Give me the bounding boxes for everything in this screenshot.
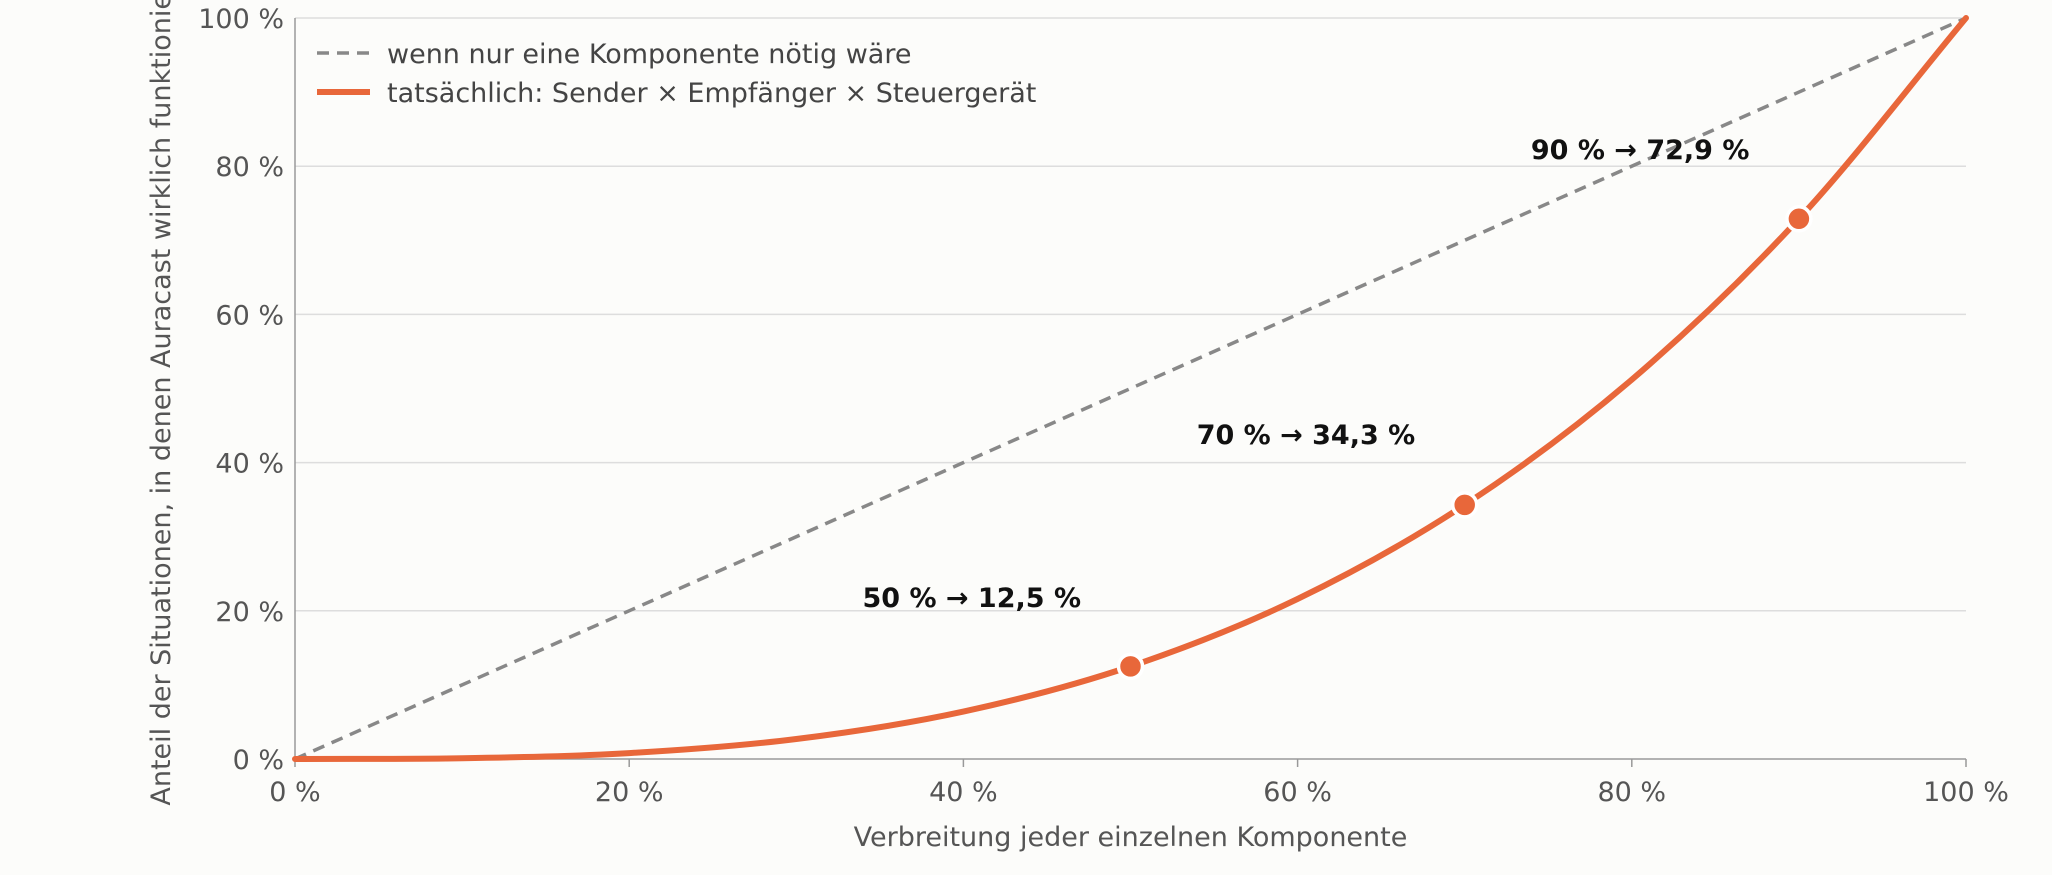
series-line-actual (292, 15, 1969, 762)
x-tick-labels: 0 % 20 % 40 % 60 % 80 % 100 % (269, 759, 2009, 808)
y-tick-label: 80 % (215, 152, 284, 183)
legend: wenn nur eine Komponente nötig wäre tats… (317, 39, 1036, 109)
series-line-baseline (294, 16, 1967, 761)
y-tick-labels: 0 % 20 % 40 % 60 % 80 % 100 % (198, 4, 284, 776)
y-tick-label: 100 % (198, 4, 284, 35)
annotations: 50 % → 12,5 % 70 % → 34,3 % 90 % → 72,9 % (862, 135, 1749, 614)
data-markers (1116, 205, 1813, 681)
grid (295, 17, 1966, 612)
y-tick-label: 0 % (233, 745, 284, 776)
y-tick-label: 40 % (215, 449, 284, 480)
x-tick-label: 0 % (269, 777, 320, 808)
annotation-label: 90 % → 72,9 % (1531, 135, 1750, 166)
x-tick-label: 60 % (1263, 777, 1332, 808)
x-axis-title: Verbreitung jeder einzelnen Komponente (854, 822, 1408, 853)
legend-label-actual: tatsächlich: Sender × Empfänger × Steuer… (387, 78, 1036, 109)
x-tick-label: 100 % (1923, 777, 2009, 808)
x-tick-label: 40 % (929, 777, 998, 808)
annotation-label: 70 % → 34,3 % (1197, 420, 1416, 451)
y-tick-label: 20 % (215, 597, 284, 628)
annotation-label: 50 % → 12,5 % (862, 583, 1081, 614)
series (292, 15, 1969, 762)
data-marker (1116, 652, 1145, 681)
x-tick-label: 20 % (595, 777, 664, 808)
y-tick-label: 60 % (215, 300, 284, 331)
data-marker (1450, 491, 1479, 519)
y-axis-title: Anteil der Situationen, in denen Auracas… (146, 0, 177, 806)
data-marker (1785, 205, 1813, 233)
axes (294, 18, 1966, 760)
x-tick-label: 80 % (1597, 777, 1666, 808)
legend-label-baseline: wenn nur eine Komponente nötig wäre (387, 39, 911, 70)
